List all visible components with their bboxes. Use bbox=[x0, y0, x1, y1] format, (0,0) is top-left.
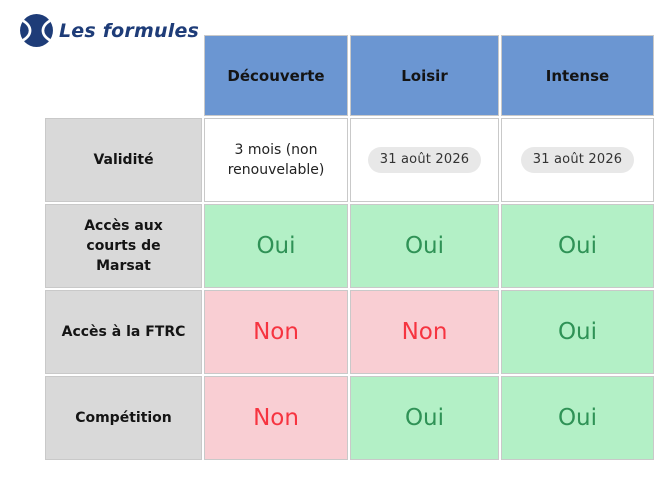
row-header-label: Compétition bbox=[75, 409, 172, 426]
cell-marsat-loisir: Oui bbox=[350, 204, 499, 288]
yes-value: Oui bbox=[404, 233, 445, 259]
column-header-decouverte: Découverte bbox=[204, 35, 348, 116]
row-header-validite: Validité bbox=[45, 118, 202, 202]
cell-validite-loisir: 31 août 2026 bbox=[350, 118, 499, 202]
tennis-ball-icon bbox=[20, 14, 53, 47]
cell-marsat-decouverte: Oui bbox=[204, 204, 348, 288]
cell-competition-intense: Oui bbox=[501, 376, 654, 460]
yes-value: Oui bbox=[404, 405, 445, 431]
validity-text: 3 mois (non renouvelable) bbox=[227, 141, 325, 178]
column-header-intense: Intense bbox=[501, 35, 654, 116]
yes-value: Oui bbox=[557, 233, 598, 259]
column-header-label: Découverte bbox=[227, 66, 325, 85]
yes-value: Oui bbox=[557, 405, 598, 431]
logo: Les formules bbox=[19, 13, 199, 48]
date-badge: 31 août 2026 bbox=[520, 146, 635, 174]
cell-competition-loisir: Oui bbox=[350, 376, 499, 460]
column-header-label: Intense bbox=[545, 66, 610, 85]
no-value: Non bbox=[253, 405, 299, 431]
cell-validite-decouverte: 3 mois (non renouvelable) bbox=[204, 118, 348, 202]
corner-spacer bbox=[45, 35, 202, 116]
yes-value: Oui bbox=[256, 233, 296, 259]
row-header-competition: Compétition bbox=[45, 376, 202, 460]
no-value: Non bbox=[253, 319, 299, 345]
cell-ftrc-decouverte: Non bbox=[204, 290, 348, 374]
no-value: Non bbox=[401, 319, 448, 345]
column-header-loisir: Loisir bbox=[350, 35, 499, 116]
date-badge: 31 août 2026 bbox=[367, 146, 482, 174]
row-header-label: Validité bbox=[93, 151, 154, 168]
logo-text: Les formules bbox=[59, 19, 200, 42]
row-header-courts-marsat: Accès aux courts de Marsat bbox=[45, 204, 202, 288]
column-header-label: Loisir bbox=[401, 66, 448, 85]
cell-ftrc-loisir: Non bbox=[350, 290, 499, 374]
row-header-label: Accès à la FTRC bbox=[61, 323, 186, 340]
cell-marsat-intense: Oui bbox=[501, 204, 654, 288]
row-header-label: Accès aux courts de Marsat bbox=[84, 217, 163, 275]
row-header-ftrc: Accès à la FTRC bbox=[45, 290, 202, 374]
formules-table: Découverte Loisir Intense Validité 3 moi… bbox=[45, 35, 654, 460]
cell-competition-decouverte: Non bbox=[204, 376, 348, 460]
cell-ftrc-intense: Oui bbox=[501, 290, 654, 374]
cell-validite-intense: 31 août 2026 bbox=[501, 118, 654, 202]
yes-value: Oui bbox=[557, 319, 598, 345]
